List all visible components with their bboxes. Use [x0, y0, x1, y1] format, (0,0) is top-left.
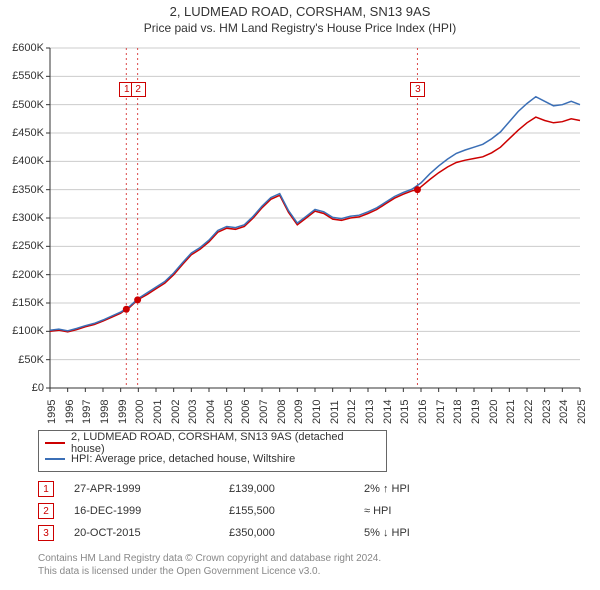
- y-tick-label: £300K: [0, 212, 44, 224]
- sale-number-box: 3: [38, 525, 54, 541]
- sales-row: 3 20-OCT-2015 £350,000 5% ↓ HPI: [38, 522, 474, 544]
- x-tick-label: 2013: [364, 400, 376, 424]
- sale-price: £139,000: [229, 483, 344, 495]
- sale-delta: 2% ↑ HPI: [364, 483, 474, 495]
- y-tick-label: £550K: [0, 70, 44, 82]
- x-tick-label: 2015: [399, 400, 411, 424]
- x-tick-label: 1996: [64, 400, 76, 424]
- sale-date: 20-OCT-2015: [74, 527, 209, 539]
- x-tick-label: 2012: [346, 400, 358, 424]
- y-tick-label: £450K: [0, 127, 44, 139]
- x-tick-label: 2003: [187, 400, 199, 424]
- sales-row: 2 16-DEC-1999 £155,500 ≈ HPI: [38, 500, 474, 522]
- x-tick-label: 2006: [240, 400, 252, 424]
- y-tick-label: £500K: [0, 99, 44, 111]
- sales-table: 1 27-APR-1999 £139,000 2% ↑ HPI 2 16-DEC-1999…: [38, 478, 474, 544]
- x-tick-label: 2000: [134, 400, 146, 424]
- legend-swatch: [45, 458, 65, 460]
- x-tick-label: 2010: [311, 400, 323, 424]
- x-tick-label: 2009: [293, 400, 305, 424]
- y-tick-label: £350K: [0, 184, 44, 196]
- y-tick-label: £250K: [0, 240, 44, 252]
- x-tick-label: 2008: [276, 400, 288, 424]
- x-tick-label: 2011: [329, 400, 341, 424]
- y-tick-label: £400K: [0, 155, 44, 167]
- x-tick-label: 2018: [452, 400, 464, 424]
- sale-number-box: 1: [38, 481, 54, 497]
- x-tick-label: 2019: [470, 400, 482, 424]
- legend-swatch: [45, 442, 65, 444]
- y-tick-label: £200K: [0, 269, 44, 281]
- sale-marker-number: 3: [410, 82, 425, 97]
- sale-price: £155,500: [229, 505, 344, 517]
- footer-line1: Contains HM Land Registry data © Crown c…: [38, 552, 381, 565]
- sale-number-box: 2: [38, 503, 54, 519]
- x-tick-label: 2016: [417, 400, 429, 424]
- legend-label: 2, LUDMEAD ROAD, CORSHAM, SN13 9AS (deta…: [71, 431, 380, 455]
- sale-date: 16-DEC-1999: [74, 505, 209, 517]
- footer-line2: This data is licensed under the Open Gov…: [38, 565, 381, 578]
- x-tick-label: 2023: [541, 400, 553, 424]
- x-tick-label: 1997: [81, 400, 93, 424]
- x-tick-label: 2025: [576, 400, 588, 424]
- y-tick-label: £100K: [0, 325, 44, 337]
- footer-note: Contains HM Land Registry data © Crown c…: [38, 552, 381, 578]
- x-tick-label: 2022: [523, 400, 535, 424]
- y-tick-label: £600K: [0, 42, 44, 54]
- x-tick-label: 2020: [488, 400, 500, 424]
- x-tick-label: 1995: [46, 400, 58, 424]
- y-tick-label: £150K: [0, 297, 44, 309]
- legend-item: 2, LUDMEAD ROAD, CORSHAM, SN13 9AS (deta…: [45, 435, 380, 451]
- x-tick-label: 2002: [170, 400, 182, 424]
- x-tick-label: 2005: [223, 400, 235, 424]
- sale-date: 27-APR-1999: [74, 483, 209, 495]
- x-tick-label: 2024: [558, 400, 570, 424]
- x-tick-label: 2004: [205, 400, 217, 424]
- sales-row: 1 27-APR-1999 £139,000 2% ↑ HPI: [38, 478, 474, 500]
- x-tick-label: 2014: [382, 400, 394, 424]
- sale-delta: ≈ HPI: [364, 505, 474, 517]
- x-tick-label: 2001: [152, 400, 164, 424]
- legend: 2, LUDMEAD ROAD, CORSHAM, SN13 9AS (deta…: [38, 430, 387, 472]
- page-root: { "title": { "line1": "2, LUDMEAD ROAD, …: [0, 0, 600, 590]
- x-tick-label: 2017: [435, 400, 447, 424]
- y-tick-label: £50K: [0, 354, 44, 366]
- sale-price: £350,000: [229, 527, 344, 539]
- x-tick-label: 2021: [505, 400, 517, 424]
- chart-svg: [0, 0, 600, 430]
- x-tick-label: 1998: [99, 400, 111, 424]
- legend-label: HPI: Average price, detached house, Wilt…: [71, 453, 295, 465]
- x-tick-label: 1999: [117, 400, 129, 424]
- sale-marker-number: 2: [131, 82, 146, 97]
- sale-delta: 5% ↓ HPI: [364, 527, 474, 539]
- y-tick-label: £0: [0, 382, 44, 394]
- x-tick-label: 2007: [258, 400, 270, 424]
